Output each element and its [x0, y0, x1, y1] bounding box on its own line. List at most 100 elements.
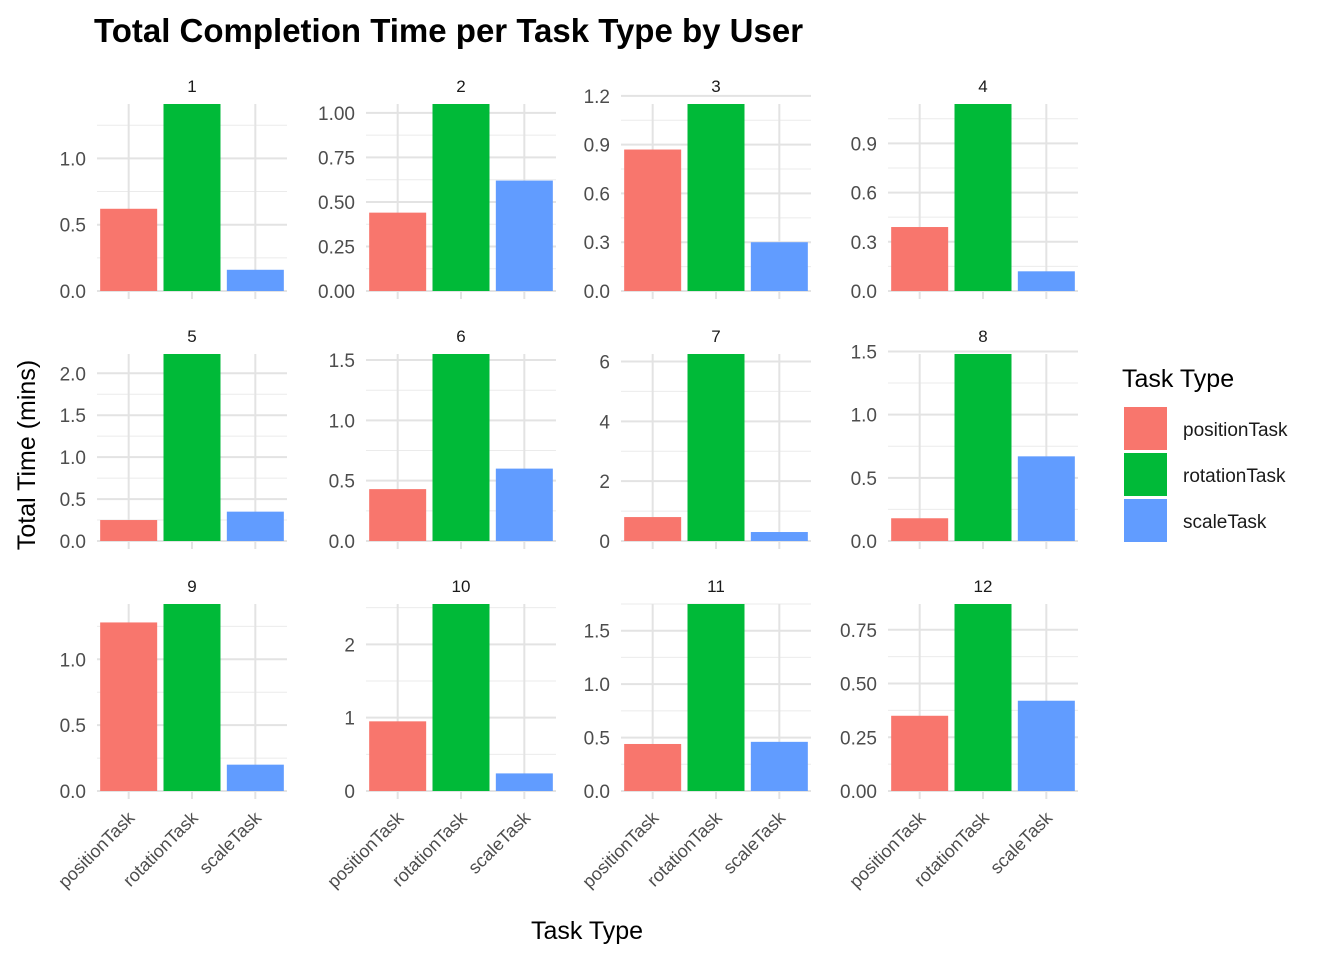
y-tick-label: 0.9: [584, 136, 610, 157]
y-tick-label: 0.00: [318, 282, 355, 303]
facet-panel-12: 120.000.250.500.75positionTaskrotationTa…: [840, 577, 1078, 892]
y-tick-label: 4: [599, 412, 610, 433]
y-tick-label: 1.5: [584, 622, 610, 643]
facet-strip-label: 10: [452, 577, 471, 596]
y-tick-label: 0.75: [840, 621, 877, 642]
bar-scaleTask: [750, 532, 808, 541]
y-tick-label: 0.0: [851, 532, 877, 553]
y-tick-label: 2: [599, 472, 610, 493]
facet-strip-label: 12: [974, 577, 993, 596]
bar-positionTask: [369, 721, 427, 791]
bar-rotationTask: [163, 104, 221, 291]
bar-positionTask: [369, 212, 427, 291]
bar-positionTask: [100, 208, 158, 291]
y-tick-label: 1.5: [851, 342, 877, 363]
facet-strip-label: 2: [456, 77, 465, 96]
bar-rotationTask: [687, 354, 745, 541]
facet-strip-label: 11: [707, 577, 725, 596]
bar-rotationTask: [432, 104, 490, 291]
y-tick-label: 2.0: [60, 364, 86, 385]
y-tick-label: 1.0: [60, 448, 86, 469]
bar-scaleTask: [495, 468, 553, 541]
bar-scaleTask: [1017, 700, 1075, 791]
bar-rotationTask: [432, 604, 490, 791]
facet-panel-8: 8 0.0 0.5 1.0 1.5: [851, 327, 1078, 553]
y-tick-label: 0.0: [584, 782, 610, 803]
bar-positionTask: [891, 518, 949, 541]
bar-scaleTask: [1017, 456, 1075, 541]
bar-rotationTask: [163, 354, 221, 541]
y-tick-label: 1.2: [584, 87, 610, 108]
bar-positionTask: [100, 622, 158, 791]
bar-positionTask: [369, 489, 427, 541]
y-tick-label: 0: [344, 782, 355, 803]
legend-key-rotationTask: [1124, 453, 1167, 496]
legend-key-positionTask: [1124, 407, 1167, 450]
y-tick-label: 0.3: [584, 233, 610, 254]
y-tick-label: 0.25: [318, 237, 355, 258]
x-tick-label: scaleTask: [986, 807, 1057, 878]
y-tick-label: 0.0: [60, 782, 86, 803]
y-tick-label: 0.5: [584, 729, 610, 750]
legend-label: scaleTask: [1183, 512, 1267, 533]
y-tick-label: 1.0: [851, 406, 877, 427]
y-tick-label: 0.0: [851, 282, 877, 303]
facet-strip-label: 4: [978, 77, 987, 96]
y-tick-label: 0: [599, 532, 610, 553]
facet-strip-label: 1: [187, 77, 196, 96]
y-tick-label: 0.0: [584, 282, 610, 303]
facet-strip-label: 7: [711, 327, 720, 346]
facet-panels: 10.00.51.020.000.250.500.751.0030.00.30.…: [54, 77, 1078, 892]
y-tick-label: 0.5: [60, 716, 86, 737]
bar-scaleTask: [226, 269, 284, 291]
facet-panel-9: 90.00.51.0positionTaskrotationTaskscaleT…: [54, 577, 287, 892]
y-tick-label: 0.00: [840, 782, 877, 803]
x-axis-title: Task Type: [531, 917, 643, 945]
legend-label: rotationTask: [1183, 466, 1286, 487]
facet-panel-2: 2 0.00 0.25 0.50 0.75 1.00: [318, 77, 556, 303]
bar-rotationTask: [954, 104, 1012, 291]
y-tick-label: 1.0: [60, 650, 86, 671]
legend: Task Type positionTask rotationTask scaleT…: [1122, 365, 1288, 542]
bar-positionTask: [624, 149, 682, 291]
x-tick-label: scaleTask: [464, 807, 535, 878]
y-tick-label: 1: [344, 709, 355, 730]
y-tick-label: 1.5: [60, 406, 86, 427]
bar-scaleTask: [750, 741, 808, 791]
bar-scaleTask: [495, 180, 553, 291]
y-tick-label: 0.50: [840, 675, 877, 696]
facet-strip-label: 6: [456, 327, 465, 346]
y-tick-label: 0.6: [584, 184, 610, 205]
facet-panel-4: 4 0.0 0.3 0.6 0.9: [851, 77, 1078, 303]
y-tick-label: 0.6: [851, 184, 877, 205]
legend-key-scaleTask: [1124, 499, 1167, 542]
y-tick-label: 1.0: [329, 411, 355, 432]
bar-positionTask: [891, 227, 949, 291]
y-axis-title: Total Time (mins): [13, 360, 41, 550]
x-tick-label: scaleTask: [195, 807, 266, 878]
y-tick-label: 6: [599, 352, 610, 373]
bar-rotationTask: [954, 354, 1012, 541]
y-tick-label: 0.3: [851, 233, 877, 254]
y-tick-label: 1.5: [329, 351, 355, 372]
bar-scaleTask: [226, 764, 284, 791]
y-tick-label: 0.5: [60, 216, 86, 237]
bar-rotationTask: [432, 354, 490, 541]
y-tick-label: 0.5: [851, 469, 877, 490]
facet-panel-11: 110.00.51.01.5positionTaskrotationTasksc…: [578, 577, 811, 892]
facet-strip-label: 8: [978, 327, 987, 346]
bar-scaleTask: [1017, 271, 1075, 291]
facet-panel-3: 3 0.0 0.3 0.6 0.9 1.2: [584, 77, 811, 303]
facet-strip-label: 9: [187, 577, 196, 596]
y-tick-label: 0.0: [329, 532, 355, 553]
y-tick-label: 0.0: [60, 532, 86, 553]
bar-positionTask: [891, 715, 949, 791]
bar-positionTask: [100, 520, 158, 541]
chart-title: Total Completion Time per Task Type by U…: [94, 12, 803, 49]
y-tick-label: 2: [344, 635, 355, 656]
legend-title: Task Type: [1122, 365, 1234, 393]
y-tick-label: 1.0: [60, 149, 86, 170]
y-tick-label: 0.50: [318, 193, 355, 214]
